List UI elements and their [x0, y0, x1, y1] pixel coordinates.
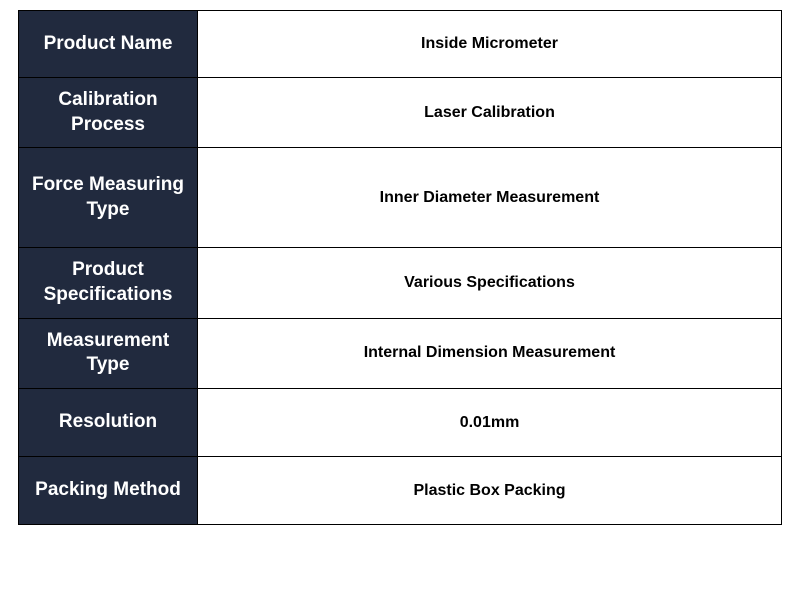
row-value: Inside Micrometer	[198, 10, 782, 78]
table-row: Force Measuring Type Inner Diameter Meas…	[18, 148, 782, 248]
table-row: Product Specifications Various Specifica…	[18, 248, 782, 318]
row-label: Product Specifications	[18, 248, 198, 318]
row-label: Force Measuring Type	[18, 148, 198, 248]
row-label: Product Name	[18, 10, 198, 78]
row-label: Resolution	[18, 389, 198, 457]
row-value: 0.01mm	[198, 389, 782, 457]
table-row: Product Name Inside Micrometer	[18, 10, 782, 78]
row-label: Packing Method	[18, 457, 198, 525]
row-label: Calibration Process	[18, 78, 198, 148]
table-row: Measurement Type Internal Dimension Meas…	[18, 319, 782, 389]
row-value: Plastic Box Packing	[198, 457, 782, 525]
spec-table: Product Name Inside Micrometer Calibrati…	[18, 10, 782, 525]
row-label: Measurement Type	[18, 319, 198, 389]
row-value: Various Specifications	[198, 248, 782, 318]
row-value: Inner Diameter Measurement	[198, 148, 782, 248]
table-row: Calibration Process Laser Calibration	[18, 78, 782, 148]
table-row: Resolution 0.01mm	[18, 389, 782, 457]
table-row: Packing Method Plastic Box Packing	[18, 457, 782, 525]
row-value: Laser Calibration	[198, 78, 782, 148]
row-value: Internal Dimension Measurement	[198, 319, 782, 389]
